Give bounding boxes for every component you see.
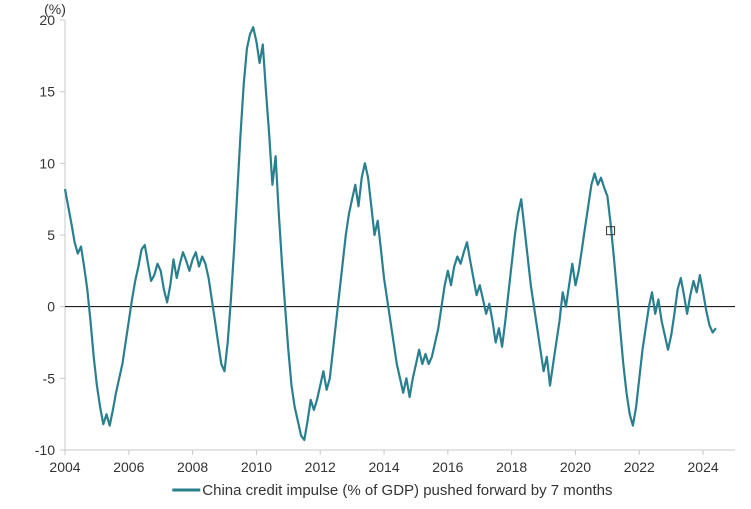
y-tick-label: -5 [43,370,56,386]
y-tick-label: 0 [47,299,55,315]
x-tick-label: 2022 [624,459,655,475]
y-tick-label: 5 [47,227,55,243]
chart-container: -10-505101520200420062008201020122014201… [0,0,751,509]
x-tick-label: 2024 [688,459,719,475]
x-tick-label: 2018 [496,459,527,475]
line-chart: -10-505101520200420062008201020122014201… [0,0,751,509]
y-axis-label: (%) [44,1,66,17]
x-tick-label: 2010 [241,459,272,475]
x-tick-label: 2006 [113,459,144,475]
x-tick-label: 2014 [368,459,399,475]
y-tick-label: 10 [39,155,55,171]
x-tick-label: 2004 [49,459,80,475]
x-tick-label: 2008 [177,459,208,475]
x-tick-label: 2012 [305,459,336,475]
x-tick-label: 2020 [560,459,591,475]
legend-label: China credit impulse (% of GDP) pushed f… [202,482,612,499]
y-tick-label: -10 [35,442,55,458]
y-tick-label: 15 [39,84,55,100]
x-tick-label: 2016 [432,459,463,475]
